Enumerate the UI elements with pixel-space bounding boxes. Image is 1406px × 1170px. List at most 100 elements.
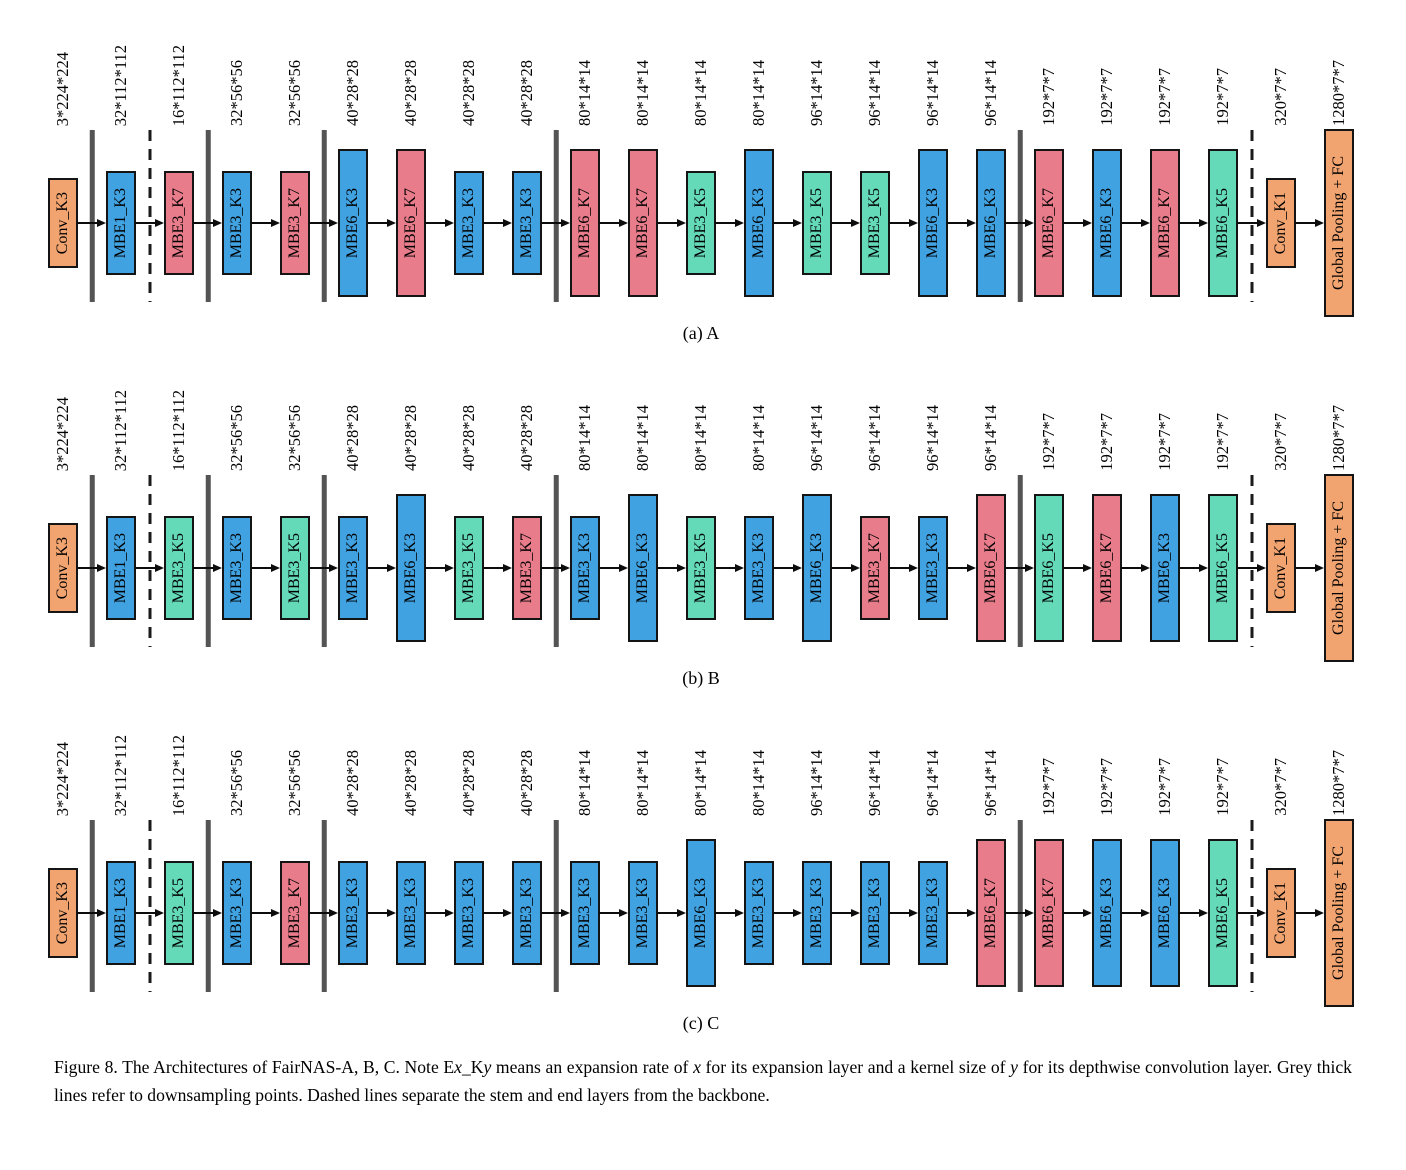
layer-block: MBE3_K3	[454, 861, 484, 965]
layer-block-label: Global Pooling + FC	[1330, 156, 1347, 290]
block-slot: MBE6_K7	[1034, 816, 1064, 1010]
arrow-icon	[773, 912, 793, 915]
block-slot: Conv_K3	[48, 816, 78, 1010]
connector	[483, 353, 510, 665]
arrow-icon	[889, 567, 909, 570]
connector	[251, 353, 278, 665]
layer-block-label: MBE6_K3	[692, 877, 709, 949]
dims-text: 40*28*28	[458, 60, 478, 126]
arrow-icon	[715, 567, 735, 570]
dims-label: 320*7*7	[1271, 698, 1290, 816]
dims-text: 40*28*28	[400, 60, 420, 126]
layer-block: MBE3_K3	[570, 516, 600, 620]
layer-cell: 3*224*224 Conv_K3	[46, 353, 80, 665]
arrow-icon	[1237, 222, 1257, 225]
dims-text: 40*28*28	[342, 60, 362, 126]
layer-cell: 80*14*14 MBE3_K3	[742, 353, 776, 665]
layer-cell: 80*14*14 MBE3_K5	[684, 353, 718, 665]
layer-block: MBE6_K3	[1150, 494, 1180, 642]
dims-text: 80*14*14	[632, 60, 652, 126]
caption-text: for its expansion layer and a kernel siz…	[700, 1057, 1011, 1077]
layer-block-label: MBE6_K7	[576, 187, 593, 259]
block-slot: MBE6_K5	[1034, 471, 1064, 665]
connector	[193, 353, 220, 665]
block-slot: MBE3_K3	[396, 816, 426, 1010]
layer-block: MBE3_K7	[860, 516, 890, 620]
layer-block: MBE3_K3	[628, 861, 658, 965]
layer-block-label: MBE3_K3	[228, 532, 245, 604]
dims-label: 96*14*14	[923, 8, 942, 126]
block-slot: MBE3_K3	[454, 816, 484, 1010]
layer-block-label: MBE6_K7	[982, 877, 999, 949]
block-slot: MBE3_K7	[280, 126, 310, 320]
layer-block: MBE6_K7	[1150, 149, 1180, 297]
layer-block-label: MBE1_K3	[112, 187, 129, 259]
layer-block-label: MBE6_K7	[1040, 877, 1057, 949]
layer-cell: 40*28*28 MBE3_K3	[452, 698, 486, 1010]
dims-text: 32*56*56	[284, 60, 304, 126]
layer-block-label: MBE3_K3	[518, 877, 535, 949]
architecture-c: 3*224*224 Conv_K3 32*112*112 MBE1_K3 16*112*…	[0, 698, 1406, 1034]
block-slot: MBE3_K3	[570, 816, 600, 1010]
layer-block-label: MBE1_K3	[112, 532, 129, 604]
arrow-icon	[1005, 912, 1025, 915]
layer-block: MBE3_K7	[512, 516, 542, 620]
arrow-icon	[541, 912, 561, 915]
arrow-icon	[77, 912, 97, 915]
stage-separator-dashed-line	[148, 820, 152, 992]
arrow-icon	[599, 912, 619, 915]
layer-block: MBE6_K7	[1092, 494, 1122, 642]
layer-block: Conv_K3	[48, 178, 78, 268]
layer-block: Conv_K1	[1266, 868, 1296, 958]
layer-block-label: MBE3_K5	[460, 532, 477, 604]
layer-block-label: MBE3_K3	[402, 877, 419, 949]
layer-cell: 32*112*112 MBE1_K3	[104, 353, 138, 665]
layer-block: Conv_K1	[1266, 178, 1296, 268]
connector	[1005, 8, 1032, 320]
connector	[1179, 698, 1206, 1010]
dims-label: 320*7*7	[1270, 8, 1290, 126]
dims-text: 1280*7*7	[1328, 750, 1348, 816]
layer-block: MBE3_K3	[396, 861, 426, 965]
dims-label: 16*112*112	[169, 698, 188, 816]
block-slot: MBE6_K3	[802, 471, 832, 665]
layer-block: MBE3_K7	[280, 861, 310, 965]
layer-block: MBE3_K5	[860, 171, 890, 275]
layer-cell: 1280*7*7 Global Pooling + FC	[1322, 353, 1356, 665]
caption-text: means an expansion rate of	[491, 1057, 694, 1077]
dims-label: 192*7*7	[1097, 8, 1116, 126]
downsample-line	[553, 475, 559, 647]
connector	[889, 353, 916, 665]
dims-label: 80*14*14	[575, 698, 594, 816]
layer-block-label: MBE6_K5	[1214, 877, 1231, 949]
arrow-icon	[367, 912, 387, 915]
dims-label: 3*224*224	[53, 8, 72, 126]
layer-block-label: MBE3_K7	[170, 187, 187, 259]
block-slot: MBE6_K3	[1092, 126, 1122, 320]
block-slot: MBE6_K5	[1208, 816, 1238, 1010]
dims-text: 192*7*7	[1212, 68, 1232, 126]
layer-block: MBE6_K7	[1034, 149, 1064, 297]
layer-block: MBE6_K3	[1150, 839, 1180, 987]
layer-block-label: MBE6_K7	[1098, 532, 1115, 604]
dims-label: 32*56*56	[284, 8, 304, 126]
dims-text: 320*7*7	[1270, 68, 1290, 126]
layer-block-label: MBE3_K7	[286, 187, 303, 259]
layer-cell: 80*14*14 MBE6_K7	[626, 8, 660, 320]
arrow-icon	[77, 567, 97, 570]
layer-cell: 32*56*56 MBE3_K3	[220, 353, 254, 665]
layer-cell: 96*14*14 MBE3_K3	[800, 698, 834, 1010]
arrow-icon	[831, 912, 851, 915]
stage-separator-dashed-line	[148, 130, 152, 302]
block-slot: MBE6_K3	[744, 126, 774, 320]
dims-label: 32*112*112	[111, 698, 130, 816]
layer-block: MBE6_K3	[802, 494, 832, 642]
connector	[947, 8, 974, 320]
connector	[77, 698, 104, 1010]
layer-block-label: Conv_K1	[1272, 881, 1289, 945]
connector	[831, 8, 858, 320]
connector	[599, 698, 626, 1010]
layer-block: MBE3_K5	[164, 516, 194, 620]
layer-block: MBE6_K7	[976, 839, 1006, 987]
layer-block: MBE3_K3	[744, 516, 774, 620]
